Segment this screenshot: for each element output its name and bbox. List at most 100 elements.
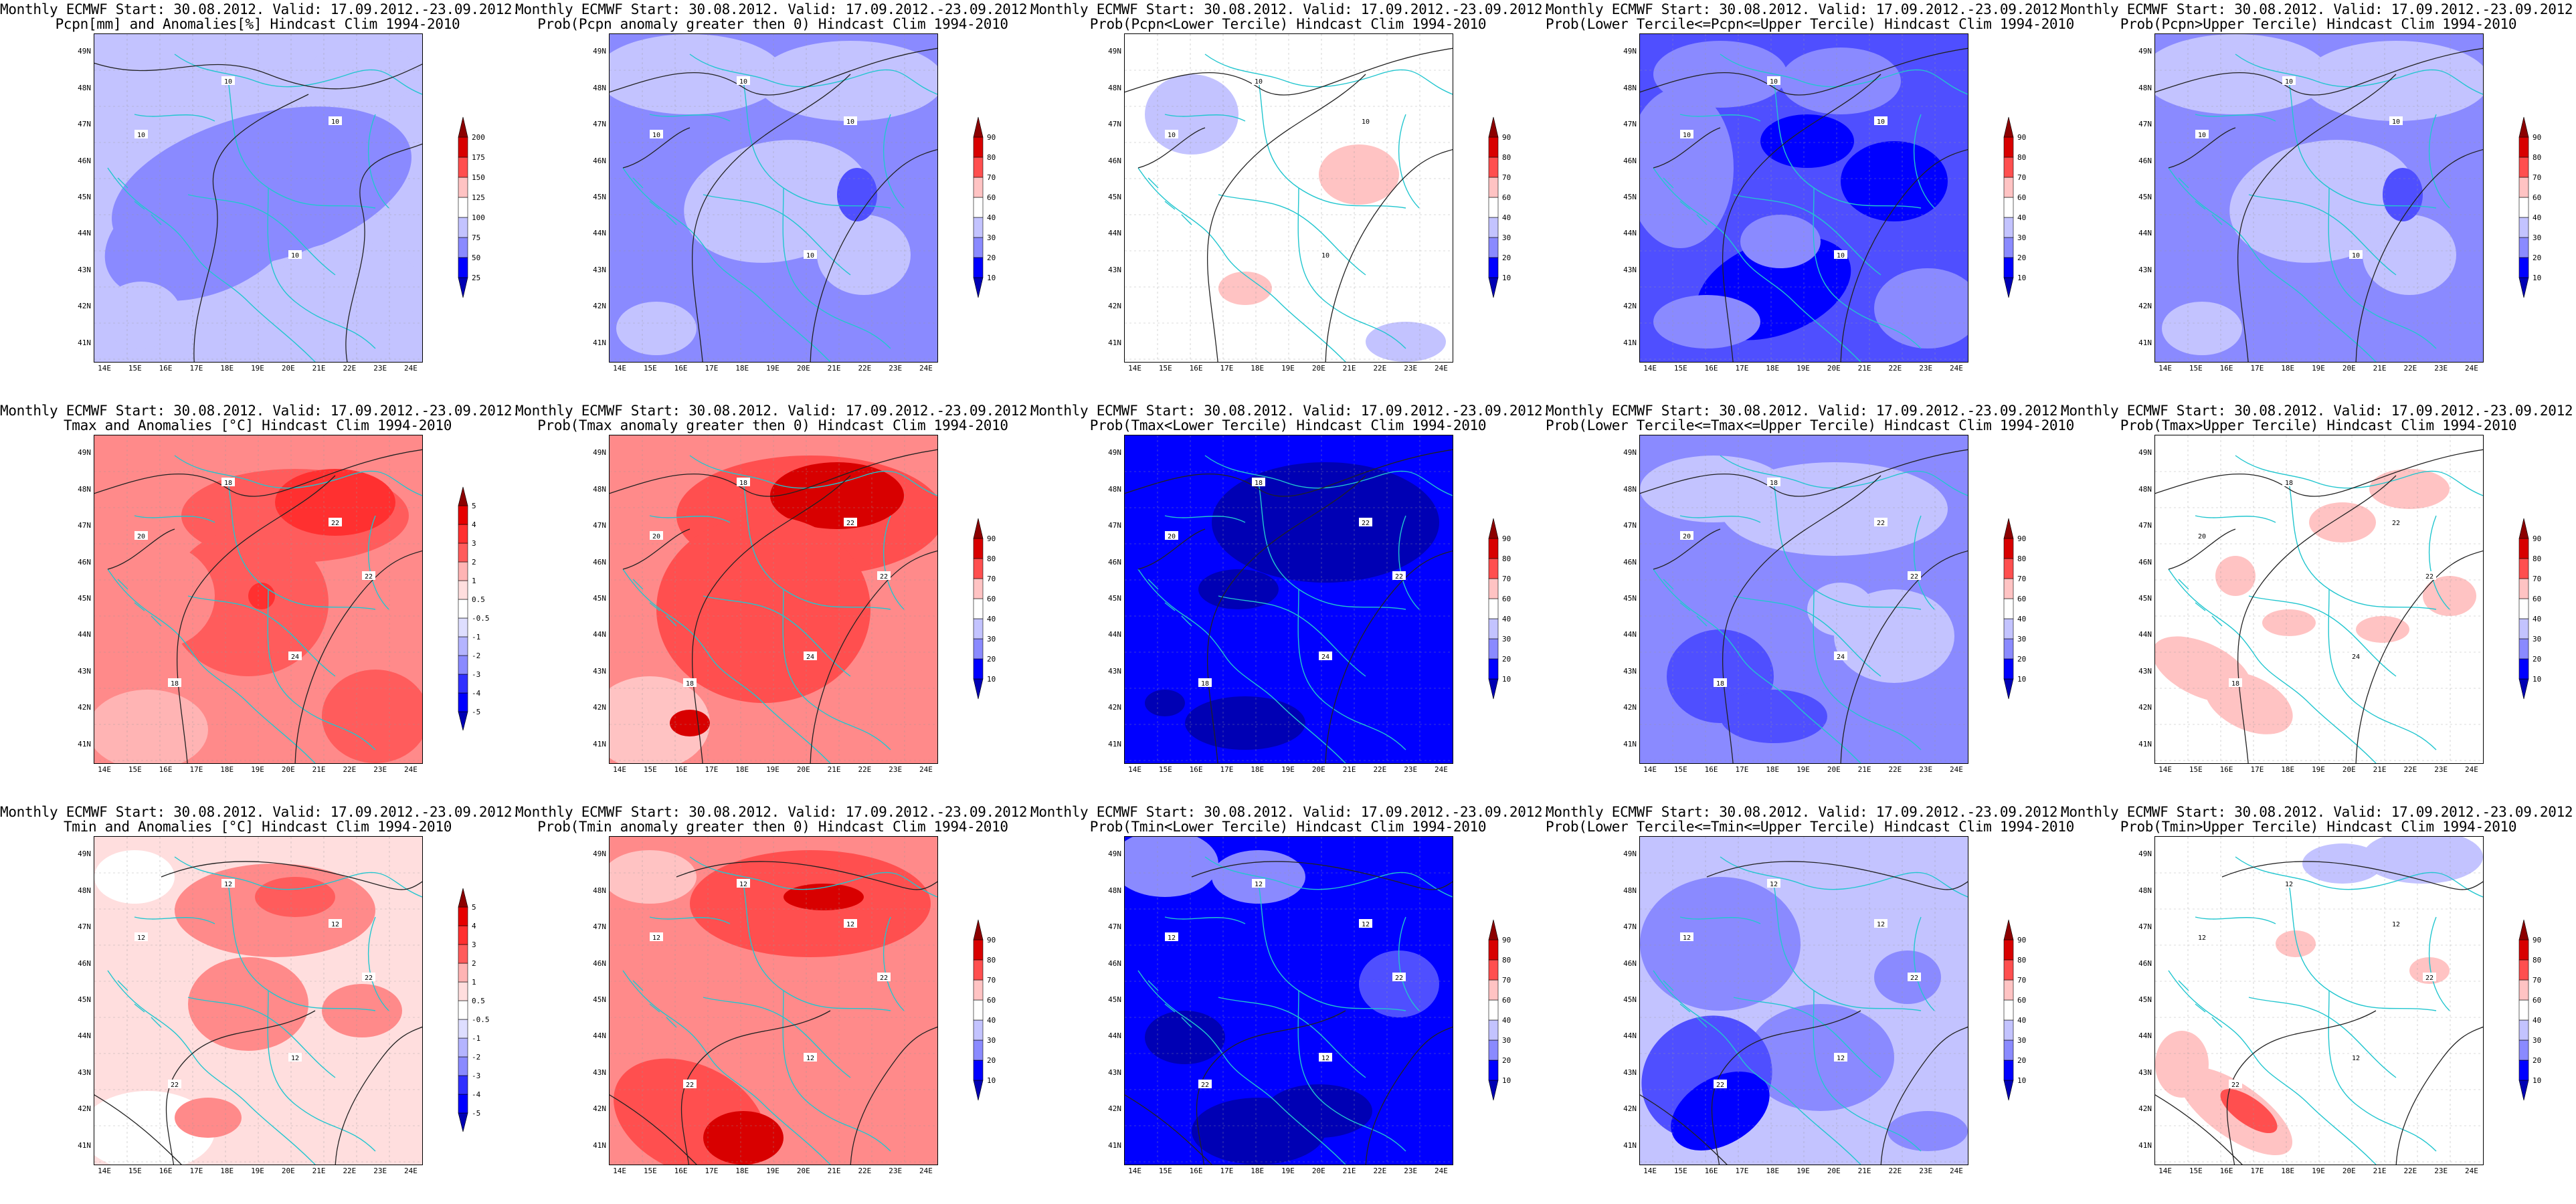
- coastline-border: [632, 177, 677, 225]
- lon-tick-label: 15E: [1158, 1167, 1172, 1175]
- color-scale-label: 20: [2533, 1056, 2541, 1065]
- contour-label: 22: [1877, 520, 1885, 527]
- lat-tick-label: 47N: [1108, 922, 1121, 932]
- lat-tick-label: 44N: [2138, 229, 2152, 238]
- forecast-map: 10 10 10 10: [2154, 33, 2484, 363]
- color-scale-label: 60: [2533, 996, 2541, 1005]
- contour-label: 10: [1837, 252, 1845, 260]
- forecast-map: 12 12 12 12 22 22: [94, 836, 423, 1165]
- anomaly-region: [2262, 609, 2316, 636]
- color-scale-label: 70: [987, 173, 996, 182]
- isoline-contour: [1840, 148, 1968, 362]
- coastline-border: [689, 856, 937, 898]
- lat-tick-label: 48N: [593, 886, 606, 895]
- anomaly-region: [275, 469, 395, 536]
- isoline-contour: [676, 861, 937, 890]
- lon-tick-label: 18E: [220, 1167, 234, 1175]
- color-scale-label: 175: [472, 153, 485, 162]
- color-scale-label: 80: [2017, 153, 2026, 162]
- color-scale-label: -0.5: [472, 614, 490, 623]
- contour-label-box: [1680, 932, 1693, 941]
- lon-tick-label: 19E: [1281, 1167, 1295, 1175]
- color-scale-label: 30: [2017, 1036, 2026, 1045]
- contour-label: 18: [1201, 680, 1209, 688]
- contour-label-box: [2282, 76, 2296, 85]
- color-scale-swatch: [2518, 598, 2529, 619]
- contour-label-box: [1834, 250, 1847, 259]
- lat-tick-label: 45N: [1623, 995, 1637, 1004]
- color-scale-legend: 10 20 30 40 60 70 80 90: [2003, 913, 2051, 1107]
- contour-label: 10: [1362, 118, 1370, 126]
- lon-tick-label: 19E: [2312, 765, 2325, 774]
- contour-label-box: [877, 973, 891, 981]
- panel-title-line2: Prob(Pcpn>Upper Tercile) Hindcast Clim 1…: [2120, 16, 2517, 32]
- lat-tick-label: 47N: [78, 922, 91, 932]
- isoline-contour: [107, 528, 175, 570]
- isoline-contour: [622, 127, 691, 169]
- color-scale-label: -3: [472, 670, 480, 679]
- color-scale-swatch: [2003, 638, 2014, 660]
- lon-tick-label: 21E: [312, 364, 326, 373]
- lon-tick-label: 21E: [827, 1167, 841, 1175]
- lon-tick-label: 24E: [2465, 364, 2478, 373]
- color-scale-label: 90: [1502, 936, 1511, 944]
- latitude-axis: 41N 42N 43N 44N 45N 46N 47N 48N 49N: [2130, 836, 2152, 1164]
- color-scale-label: 30: [987, 635, 996, 643]
- color-scale-label: 80: [1502, 555, 1511, 563]
- contour-label: 22: [365, 975, 373, 982]
- lat-tick-label: 45N: [78, 995, 91, 1004]
- color-scale-swatch: [2003, 237, 2014, 258]
- contour-label: 12: [739, 881, 747, 888]
- forecast-map: 10 10 10 10: [609, 33, 938, 363]
- lat-tick-label: 49N: [593, 849, 606, 859]
- lon-tick-label: 23E: [2434, 1167, 2448, 1175]
- color-scale-label: 10: [1502, 675, 1511, 684]
- lat-tick-label: 46N: [1623, 156, 1637, 165]
- anomaly-region: [2309, 502, 2376, 542]
- color-scale-label: 1: [472, 577, 476, 585]
- coastline-border: [649, 114, 731, 122]
- anomaly-region: [1185, 696, 1305, 750]
- coastline-border: [1679, 916, 1761, 924]
- color-scale-label: 70: [2533, 575, 2541, 583]
- contour-label-box: [288, 1053, 302, 1062]
- contour-label-box: [1680, 130, 1693, 138]
- map-panel-tmin-anomaly: Monthly ECMWF Start: 30.08.2012. Valid: …: [0, 803, 521, 1204]
- color-scale-label: 30: [1502, 635, 1511, 643]
- color-scale-label: -5: [472, 1109, 480, 1118]
- lon-tick-label: 16E: [159, 765, 173, 774]
- latitude-axis: 41N 42N 43N 44N 45N 46N 47N 48N 49N: [585, 435, 606, 763]
- coastline-border: [2235, 54, 2483, 95]
- lat-tick-label: 48N: [78, 484, 91, 494]
- color-scale-swatch: [2518, 257, 2529, 278]
- lat-tick-label: 44N: [78, 1031, 91, 1041]
- lon-tick-label: 16E: [1704, 765, 1718, 774]
- anomaly-region: [94, 850, 175, 904]
- color-scale-swatch: [1488, 558, 1499, 579]
- lon-tick-label: 17E: [1735, 1167, 1749, 1175]
- anomaly-region: [94, 690, 208, 763]
- contour-label: 22: [365, 573, 373, 581]
- lon-tick-label: 20E: [1311, 1167, 1325, 1175]
- lon-tick-label: 15E: [1673, 1167, 1687, 1175]
- color-scale-label: 30: [2017, 635, 2026, 643]
- coastline-border: [1679, 515, 1761, 523]
- color-scale-swatch: [458, 524, 468, 544]
- lat-tick-label: 42N: [593, 302, 606, 311]
- color-scale-swatch: [458, 636, 468, 656]
- coastline-border: [107, 569, 316, 763]
- lon-tick-label: 23E: [373, 364, 387, 373]
- anomaly-region: [168, 529, 329, 676]
- lon-tick-label: 16E: [674, 364, 688, 373]
- contour-label: 20: [137, 533, 145, 540]
- lat-tick-label: 41N: [1108, 1140, 1121, 1150]
- lon-tick-label: 14E: [1128, 765, 1141, 774]
- contour-label-box: [737, 478, 750, 486]
- color-scale-swatch: [1488, 116, 1499, 138]
- color-scale-swatch: [1488, 1039, 1499, 1061]
- contour-label: 18: [739, 480, 747, 487]
- contour-label-box: [2229, 678, 2242, 687]
- contour-label: 10: [1877, 118, 1885, 126]
- contour-label-box: [329, 518, 342, 526]
- isoline-contour: [2155, 449, 2483, 497]
